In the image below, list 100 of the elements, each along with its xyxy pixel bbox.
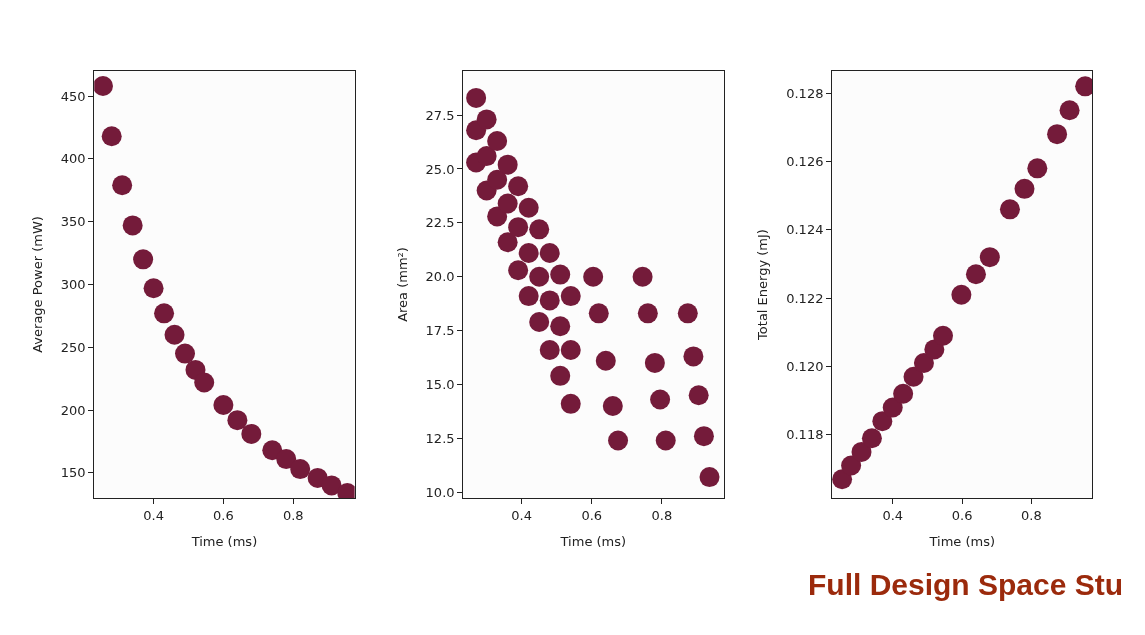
y-tick-label: 27.5 — [425, 107, 455, 123]
y-tick-label: 10.0 — [425, 484, 455, 500]
y-tick-label: 150 — [60, 465, 86, 481]
point — [164, 324, 185, 345]
y-tick-label: 25.0 — [425, 161, 455, 177]
point — [466, 87, 487, 108]
point — [133, 249, 154, 270]
point — [602, 396, 623, 416]
point — [650, 389, 671, 410]
y-tick-label: 12.5 — [425, 430, 455, 446]
point — [539, 290, 560, 311]
point — [595, 350, 616, 371]
point — [213, 395, 234, 416]
point — [518, 243, 539, 264]
point — [851, 441, 872, 462]
point — [999, 199, 1020, 220]
point — [529, 266, 550, 287]
point — [951, 284, 972, 305]
point — [518, 286, 539, 307]
point — [487, 130, 508, 151]
x-axis-title: Time (ms) — [190, 534, 258, 550]
y-tick-label: 22.5 — [425, 215, 455, 231]
point — [143, 278, 164, 299]
point — [644, 352, 665, 373]
point — [175, 343, 196, 364]
point — [508, 217, 529, 238]
point — [693, 426, 714, 447]
y-tick-label: 0.118 — [786, 427, 824, 443]
y-tick-label: 0.128 — [786, 85, 824, 101]
point — [637, 303, 658, 324]
point — [1047, 124, 1068, 145]
text: Full Design Space Stu — [808, 568, 1124, 601]
point — [550, 316, 571, 337]
y-tick-label: 17.5 — [425, 323, 455, 339]
point — [539, 243, 560, 264]
x-axis-title: Time (ms) — [559, 534, 627, 550]
point — [476, 146, 497, 167]
point — [1014, 178, 1035, 199]
y-axis-title: Average Power (mW) — [29, 216, 45, 353]
y-tick-label: 250 — [60, 339, 86, 355]
y-tick-label: 300 — [60, 277, 86, 293]
point — [677, 303, 698, 324]
y-tick-label: 0.122 — [786, 290, 824, 306]
point — [560, 339, 581, 360]
point — [518, 197, 539, 218]
point — [699, 467, 720, 488]
point — [655, 430, 676, 451]
x-tick-label: 0.8 — [282, 507, 304, 523]
y-tick-label: 0.124 — [786, 222, 824, 238]
point — [872, 411, 893, 432]
point — [539, 339, 560, 360]
point — [101, 126, 122, 147]
point — [550, 365, 571, 386]
y-tick-label: 0.126 — [786, 154, 824, 170]
point — [529, 219, 550, 240]
x-tick-label: 0.4 — [143, 507, 164, 523]
point — [913, 353, 934, 374]
point — [841, 455, 862, 476]
point — [632, 266, 653, 287]
point — [262, 440, 283, 461]
y-axis-title: Area (mm²) — [394, 247, 410, 322]
y-tick-label: 200 — [60, 402, 86, 418]
point — [497, 193, 518, 214]
point — [1059, 100, 1080, 121]
point — [290, 459, 311, 480]
point — [608, 430, 629, 451]
y-tick-label: 0.120 — [786, 359, 824, 375]
point — [979, 247, 1000, 268]
point — [154, 303, 175, 324]
point — [893, 383, 914, 404]
x-tick-label: 0.4 — [882, 507, 904, 523]
y-axis-title: Total Energy (mJ) — [755, 229, 771, 341]
point — [933, 325, 954, 346]
point — [861, 428, 882, 449]
y-tick-label: 450 — [60, 88, 86, 104]
point — [497, 232, 518, 253]
x-tick-label: 0.6 — [213, 507, 234, 523]
point — [965, 264, 986, 285]
x-tick-label: 0.8 — [651, 507, 673, 523]
point — [550, 264, 571, 285]
point — [560, 393, 581, 414]
point — [497, 154, 518, 175]
point — [321, 475, 342, 496]
point — [276, 449, 297, 470]
point — [508, 176, 529, 197]
x-tick-label: 0.6 — [951, 507, 973, 523]
point — [487, 169, 508, 190]
point — [583, 266, 604, 287]
point — [508, 260, 529, 281]
point — [241, 423, 262, 444]
point — [588, 303, 609, 324]
x-tick-label: 0.4 — [511, 507, 533, 523]
y-tick-label: 350 — [60, 214, 86, 230]
point — [529, 311, 550, 332]
point — [487, 206, 508, 227]
point — [903, 366, 924, 387]
y-tick-label: 400 — [60, 151, 86, 167]
x-tick-label: 0.6 — [581, 507, 603, 523]
point — [560, 286, 581, 307]
point — [122, 215, 143, 236]
